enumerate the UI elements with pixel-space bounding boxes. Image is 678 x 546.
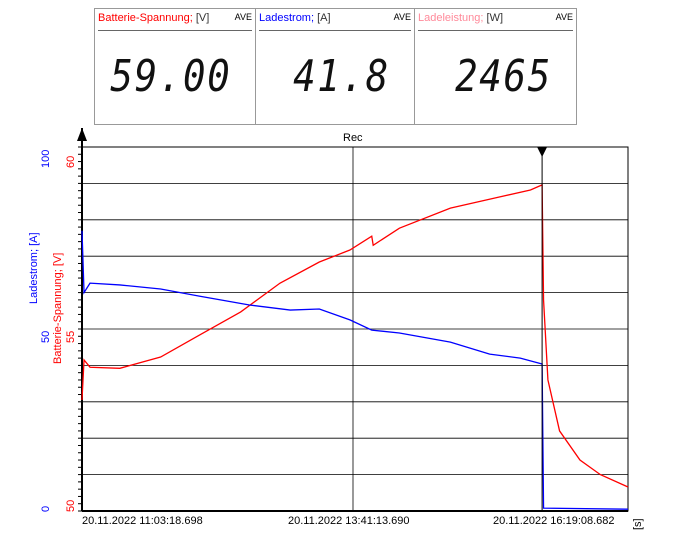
chart-title: Rec [343,132,363,144]
meter-voltage: Batterie-Spannung; [V] AVE 59.00 [94,8,256,125]
y-tick-current: 0 [40,505,52,512]
meter-current: Ladestrom; [A] AVE 41.8 [255,8,415,125]
meter-unit: [W] [486,12,504,24]
y-axis-label-current: Ladestrom; [A] [28,232,40,304]
meter-label: Ladestrom; [259,12,315,24]
y-axis-arrow-icon [77,128,87,141]
meter-value: 41.8 [293,51,390,102]
y-tick-current: 100 [40,149,52,168]
y-tick-voltage: 60 [65,155,77,168]
meter-label: Batterie-Spannung; [98,12,193,24]
y-tick-current: 50 [40,330,52,343]
y-axis-label-voltage: Batterie-Spannung; [V] [52,252,64,364]
meter-value: 2465 [455,51,552,102]
meter-mode: AVE [393,12,411,22]
x-axis-label: [s] [632,518,644,530]
meter-label: Ladeleistung; [418,12,484,24]
meter-value: 59.00 [109,51,231,102]
meter-unit: [V] [195,12,210,24]
x-tick-label: 20.11.2022 13:41:13.690 [288,515,410,527]
x-tick-label: 20.11.2022 11:03:18.698 [82,515,203,527]
meter-mode: AVE [555,12,573,22]
y-tick-voltage: 55 [65,330,77,343]
y-tick-voltage: 50 [65,499,77,512]
meter-power: Ladeleistung; [W] AVE 2465 [414,8,577,125]
meter-mode: AVE [234,12,252,22]
meter-unit: [A] [317,12,331,24]
series-line-batterie-spannung [81,183,629,488]
x-tick-label: 20.11.2022 16:19:08.682 [493,515,615,527]
series-line-ladestrom [81,230,629,510]
cursor-marker-icon[interactable] [537,147,548,157]
